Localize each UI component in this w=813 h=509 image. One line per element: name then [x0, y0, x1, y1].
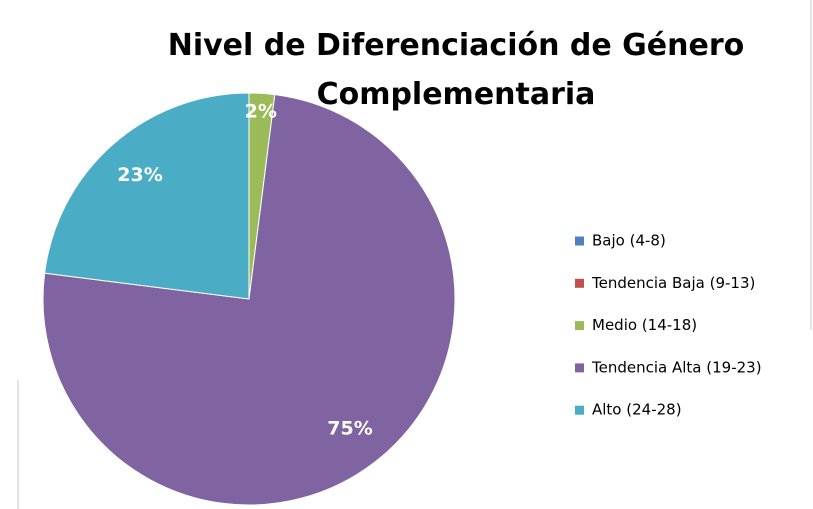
legend-swatch [575, 321, 584, 331]
legend-label: Tendencia Alta (19-23) [591, 358, 762, 376]
pie [42, 92, 456, 506]
pie-slice [44, 92, 250, 300]
chart-title: Nivel de Diferenciación de Género [168, 28, 745, 63]
legend-label: Alto (24-28) [592, 401, 682, 419]
chart-title: Complementaria [317, 77, 596, 112]
data-label: 23% [117, 164, 162, 186]
legend-label: Tendencia Baja (9-13) [591, 274, 755, 292]
legend-swatch [575, 363, 584, 373]
data-label: 75% [327, 418, 372, 440]
legend-swatch [575, 405, 584, 415]
legend-label: Bajo (4-8) [592, 232, 666, 250]
pie-slice [42, 94, 456, 506]
legend-label: Medio (14-18) [592, 316, 697, 334]
legend-swatch [575, 278, 584, 288]
data-label: 2% [245, 100, 277, 122]
legend-swatch [575, 236, 584, 246]
